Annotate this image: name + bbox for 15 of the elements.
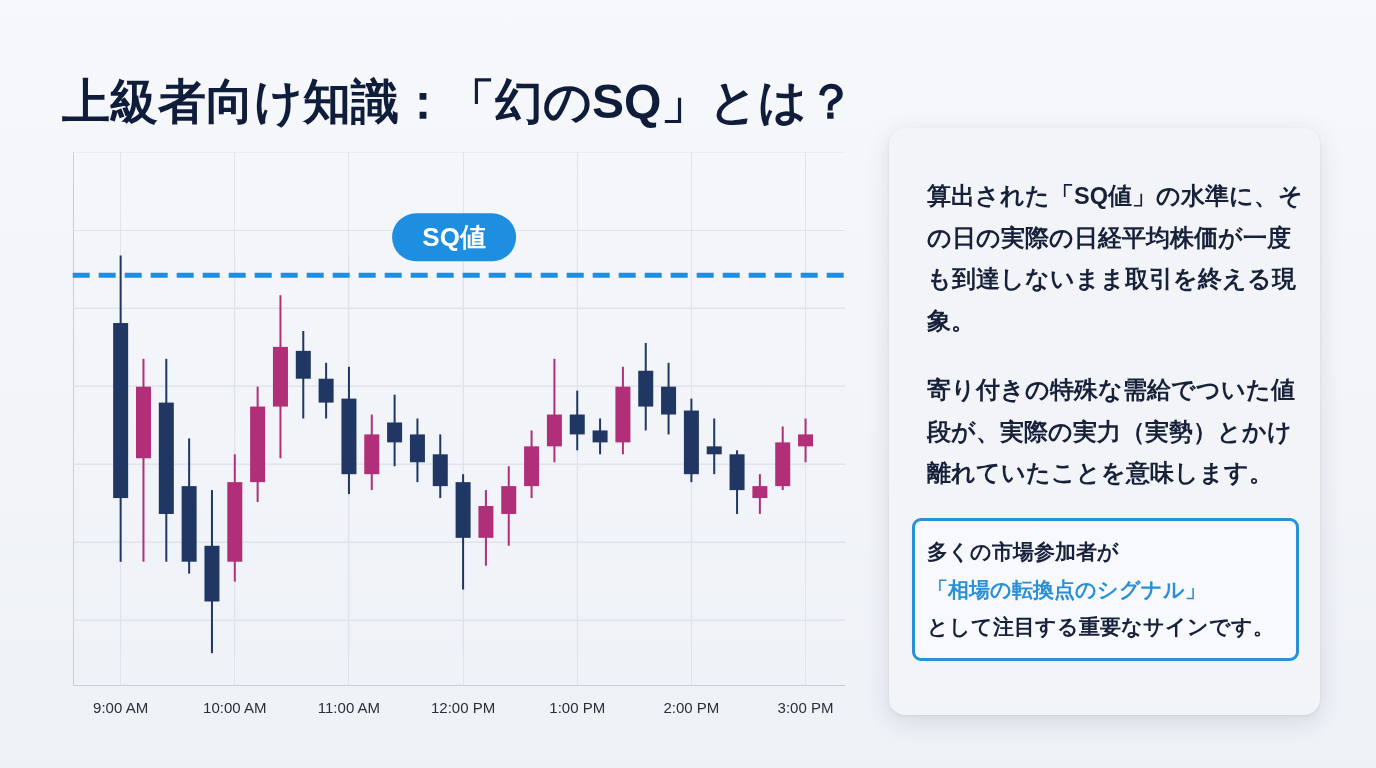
text: 寄り付きの特殊な需給でついた値段が、実際の実力（実勢）とかけ離れていたことを意味します。 <box>927 376 1296 488</box>
x-tick-label: 10:00 AM <box>203 699 267 716</box>
chart-title: 上級者向け知識：「幻のSQ」とは？ <box>62 75 856 128</box>
x-tick-label: 9:00 AM <box>93 699 149 716</box>
text: 算出された「SQ値」の水準に、その日の実際の日経平均株価が一度も到達しないまま取引を終える現象。 <box>927 182 1304 336</box>
x-tick-label: 1:00 PM <box>549 699 606 716</box>
text: 「相場の転換点のシグナル」 <box>927 576 1206 603</box>
x-tick-label: 11:00 AM <box>317 699 381 716</box>
x-tick-label: 3:00 PM <box>777 699 834 716</box>
text: として注目する重要なサインです。 <box>927 614 1274 641</box>
text: 多くの市場参加者が <box>927 539 1119 565</box>
x-tick-label: 12:00 PM <box>430 699 496 716</box>
ref-line-label: SQ値 <box>422 222 486 253</box>
ref-label: SQ値 <box>392 213 517 262</box>
x-tick-label: 2:00 PM <box>663 699 720 716</box>
